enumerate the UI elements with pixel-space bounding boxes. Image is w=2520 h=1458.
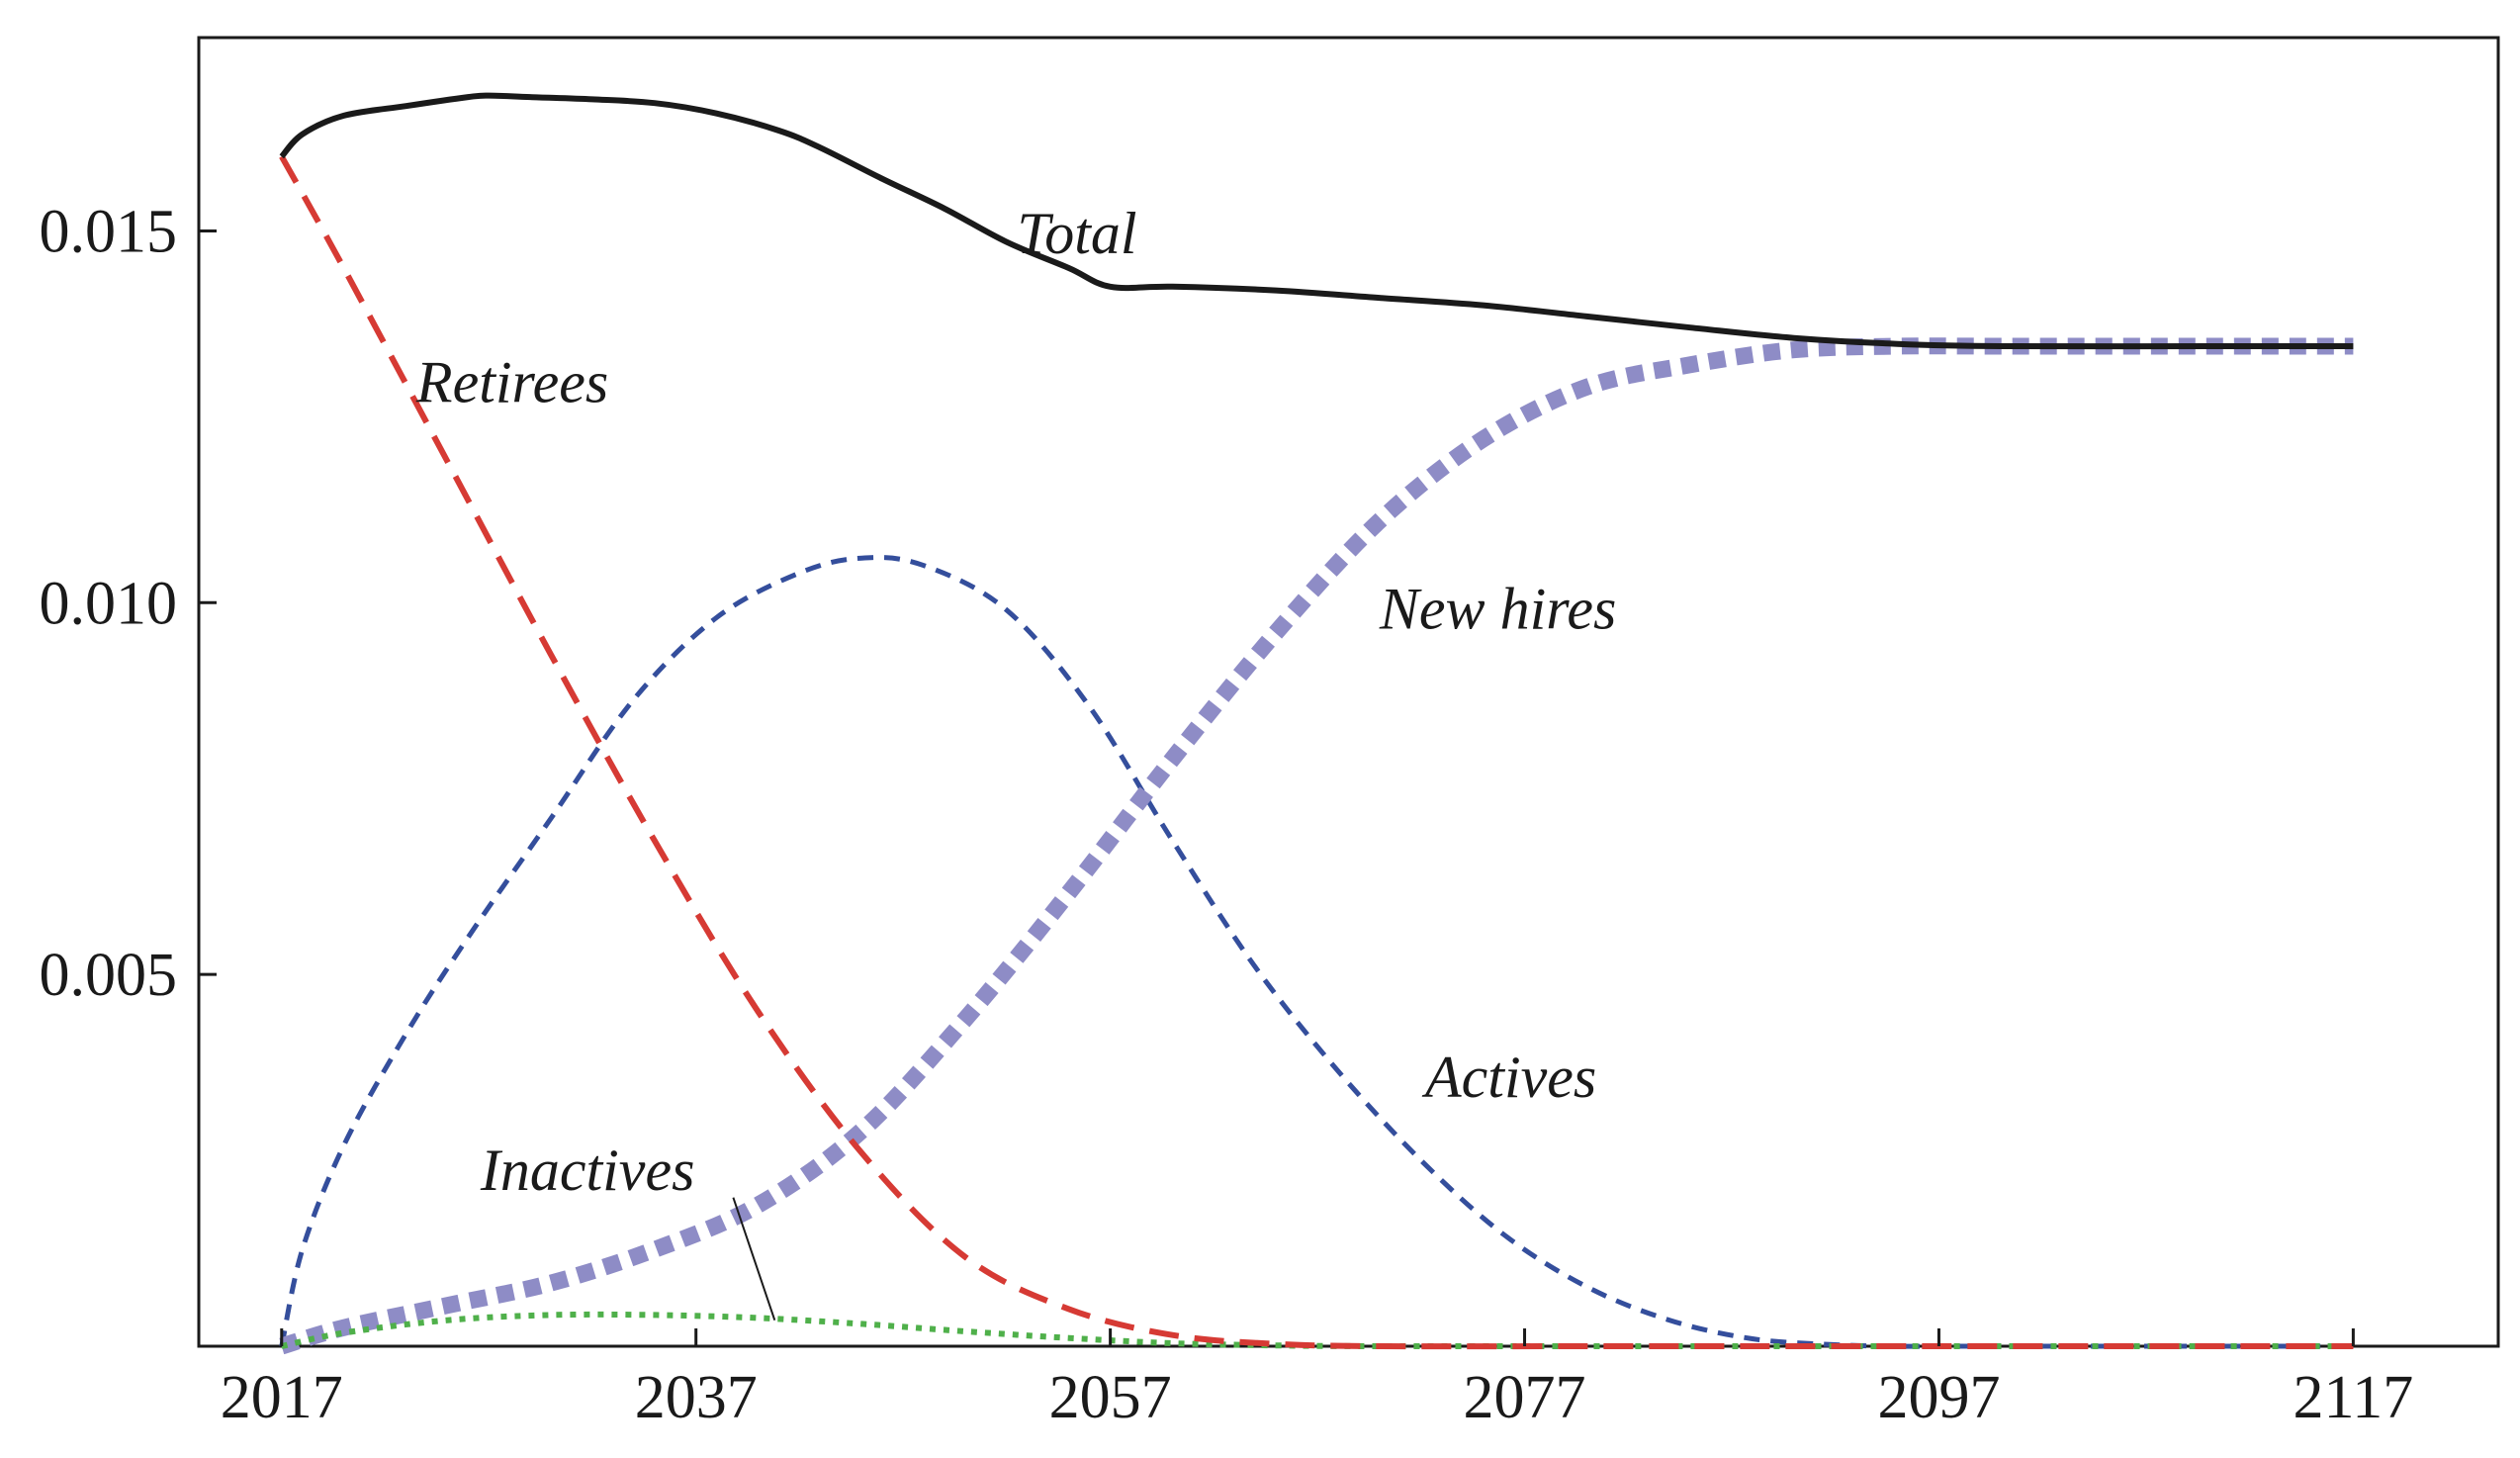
x-tick-label: 2077 xyxy=(1464,1364,1586,1431)
x-tick-label: 2017 xyxy=(221,1364,343,1431)
x-tick-label: 2037 xyxy=(635,1364,758,1431)
series-line-total xyxy=(279,92,2354,350)
series-label-actives: Actives xyxy=(1421,1045,1596,1110)
series-line-retirees xyxy=(279,154,2354,1350)
series-line-new-hires xyxy=(279,337,2354,1355)
series-label-retirees: Retirees xyxy=(415,349,608,414)
series-label-inactives: Inactives xyxy=(480,1138,695,1203)
inactives-leader-line xyxy=(732,1197,776,1321)
x-tick-label: 2097 xyxy=(1877,1364,2000,1431)
series-label-new-hires: New hires xyxy=(1379,577,1616,642)
label-layer: Total Retirees New hires Actives Inactives xyxy=(415,201,1616,1321)
x-tick-label: 2117 xyxy=(2294,1364,2414,1431)
series-line-actives xyxy=(279,555,2354,1349)
y-tick-label: 0.010 xyxy=(40,570,178,637)
x-tick-label: 2057 xyxy=(1049,1364,1172,1431)
y-tick-label: 0.005 xyxy=(40,942,178,1009)
series-layer xyxy=(279,92,2354,1355)
series-line-inactives xyxy=(281,1311,2354,1350)
axis-layer: 2017 2037 2057 2077 2097 2117 0.005 0.010 0.015 xyxy=(40,198,2414,1431)
series-label-total: Total xyxy=(1017,201,1136,266)
y-tick-label: 0.015 xyxy=(40,198,178,265)
